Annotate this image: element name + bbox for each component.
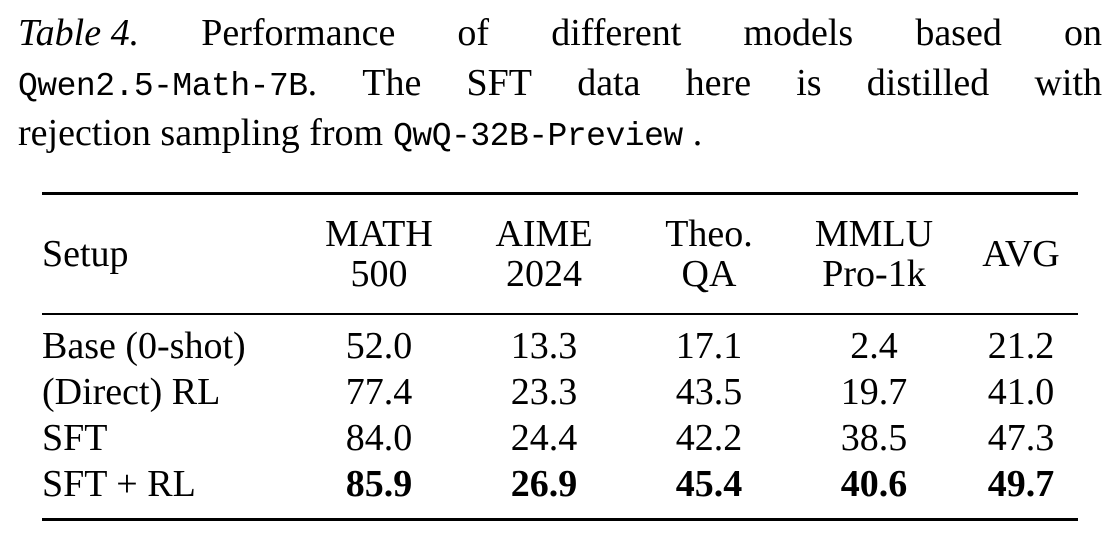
caption-word: on xyxy=(1063,12,1102,54)
cell-aime2024: 26.9 xyxy=(510,463,578,505)
cell-math500: 84.0 xyxy=(345,417,413,459)
cell-mmlu-pro: 2.4 xyxy=(850,325,898,367)
caption-line-1: Table 4. Performance of different models… xyxy=(18,8,1102,58)
cell-mmlu-pro: 19.7 xyxy=(840,371,908,413)
header-avg-label: AVG xyxy=(982,233,1060,275)
caption-line-3: rejection sampling from QwQ-32B-Preview. xyxy=(18,108,1102,158)
cell-aime2024: 23.3 xyxy=(510,371,578,413)
cell-math500: 52.0 xyxy=(345,325,413,367)
caption-word: Performance xyxy=(201,12,396,54)
header-setup-label: Setup xyxy=(42,233,129,275)
cell-mmlu-pro: 38.5 xyxy=(840,417,908,459)
cell-avg: 41.0 xyxy=(987,371,1055,413)
header-math500: MATH 500 xyxy=(304,195,454,313)
results-table: Setup MATH 500 AIME 2024 Theo. QA MMLU Pro-1… xyxy=(42,195,1078,507)
caption-word: different xyxy=(551,12,682,54)
cell-avg: 49.7 xyxy=(987,463,1055,505)
row-setup: Base (0-shot) xyxy=(42,325,246,367)
caption-word: The xyxy=(362,62,422,104)
header-line1: Theo. xyxy=(665,213,753,255)
caption-word: here xyxy=(685,62,752,104)
table-header: Setup MATH 500 AIME 2024 Theo. QA MMLU Pro-1… xyxy=(42,195,1078,313)
cell-math500: 85.9 xyxy=(345,463,413,505)
cell-math500: 77.4 xyxy=(345,371,413,413)
header-line1: MATH xyxy=(325,213,433,255)
caption-line-2: Qwen2.5-Math-7B. The SFT data here is di… xyxy=(18,58,1102,108)
row-setup: SFT + RL xyxy=(42,463,196,505)
caption-word: . xyxy=(307,62,318,104)
header-line1: AIME xyxy=(495,213,593,255)
cell-aime2024: 24.4 xyxy=(510,417,578,459)
caption-word: of xyxy=(457,12,490,54)
header-line2: Pro-1k xyxy=(822,253,926,295)
header-row: Setup MATH 500 AIME 2024 Theo. QA MMLU Pro-1… xyxy=(42,195,1078,313)
table-row: Base (0-shot) 52.0 13.3 17.1 2.4 21.2 xyxy=(42,313,1078,369)
row-setup: (Direct) RL xyxy=(42,371,221,413)
caption-word: distilled xyxy=(866,62,990,104)
caption-word: models xyxy=(743,12,854,54)
caption-text: rejection sampling from xyxy=(18,112,384,154)
cell-avg: 47.3 xyxy=(987,417,1055,459)
header-mmlu-pro: MMLU Pro-1k xyxy=(784,195,964,313)
cell-avg: 21.2 xyxy=(987,325,1055,367)
cell-theoqa: 17.1 xyxy=(675,325,743,367)
table-header-rule xyxy=(42,313,1078,315)
caption-word: is xyxy=(796,62,822,104)
header-line1: MMLU xyxy=(814,213,934,255)
header-line2: 2024 xyxy=(506,253,582,295)
table-row: SFT 84.0 24.4 42.2 38.5 47.3 xyxy=(42,415,1078,461)
cell-theoqa: 42.2 xyxy=(675,417,743,459)
caption-period: . xyxy=(692,112,703,154)
cell-aime2024: 13.3 xyxy=(510,325,578,367)
table-body: Base (0-shot) 52.0 13.3 17.1 2.4 21.2 (D… xyxy=(42,313,1078,507)
caption-model-teacher-group: QwQ-32B-Preview. xyxy=(393,108,702,158)
table-top-rule xyxy=(42,192,1078,195)
caption-word: SFT xyxy=(466,62,532,104)
header-setup: Setup xyxy=(42,195,304,313)
cell-theoqa: 43.5 xyxy=(675,371,743,413)
row-setup: SFT xyxy=(42,417,108,459)
table-row-best: SFT + RL 85.9 26.9 45.4 40.6 49.7 xyxy=(42,461,1078,507)
table-bottom-rule xyxy=(42,518,1078,521)
header-line2: 500 xyxy=(350,253,408,295)
caption-word: based xyxy=(915,12,1002,54)
header-theoqa: Theo. QA xyxy=(634,195,784,313)
header-line2: QA xyxy=(681,253,737,295)
caption-word: data xyxy=(577,62,641,104)
caption-model-base-group: Qwen2.5-Math-7B. xyxy=(18,58,317,108)
cell-mmlu-pro: 40.6 xyxy=(840,463,908,505)
caption-label: Table 4. xyxy=(18,12,140,54)
caption-model-teacher: QwQ-32B-Preview xyxy=(393,118,683,155)
header-aime2024: AIME 2024 xyxy=(454,195,634,313)
header-avg: AVG xyxy=(964,195,1078,313)
caption-word: with xyxy=(1034,62,1102,104)
caption-model-base: Qwen2.5-Math-7B xyxy=(18,68,308,105)
table-row: (Direct) RL 77.4 23.3 43.5 19.7 41.0 xyxy=(42,369,1078,415)
cell-theoqa: 45.4 xyxy=(675,463,743,505)
table-caption: Table 4. Performance of different models… xyxy=(18,8,1102,158)
